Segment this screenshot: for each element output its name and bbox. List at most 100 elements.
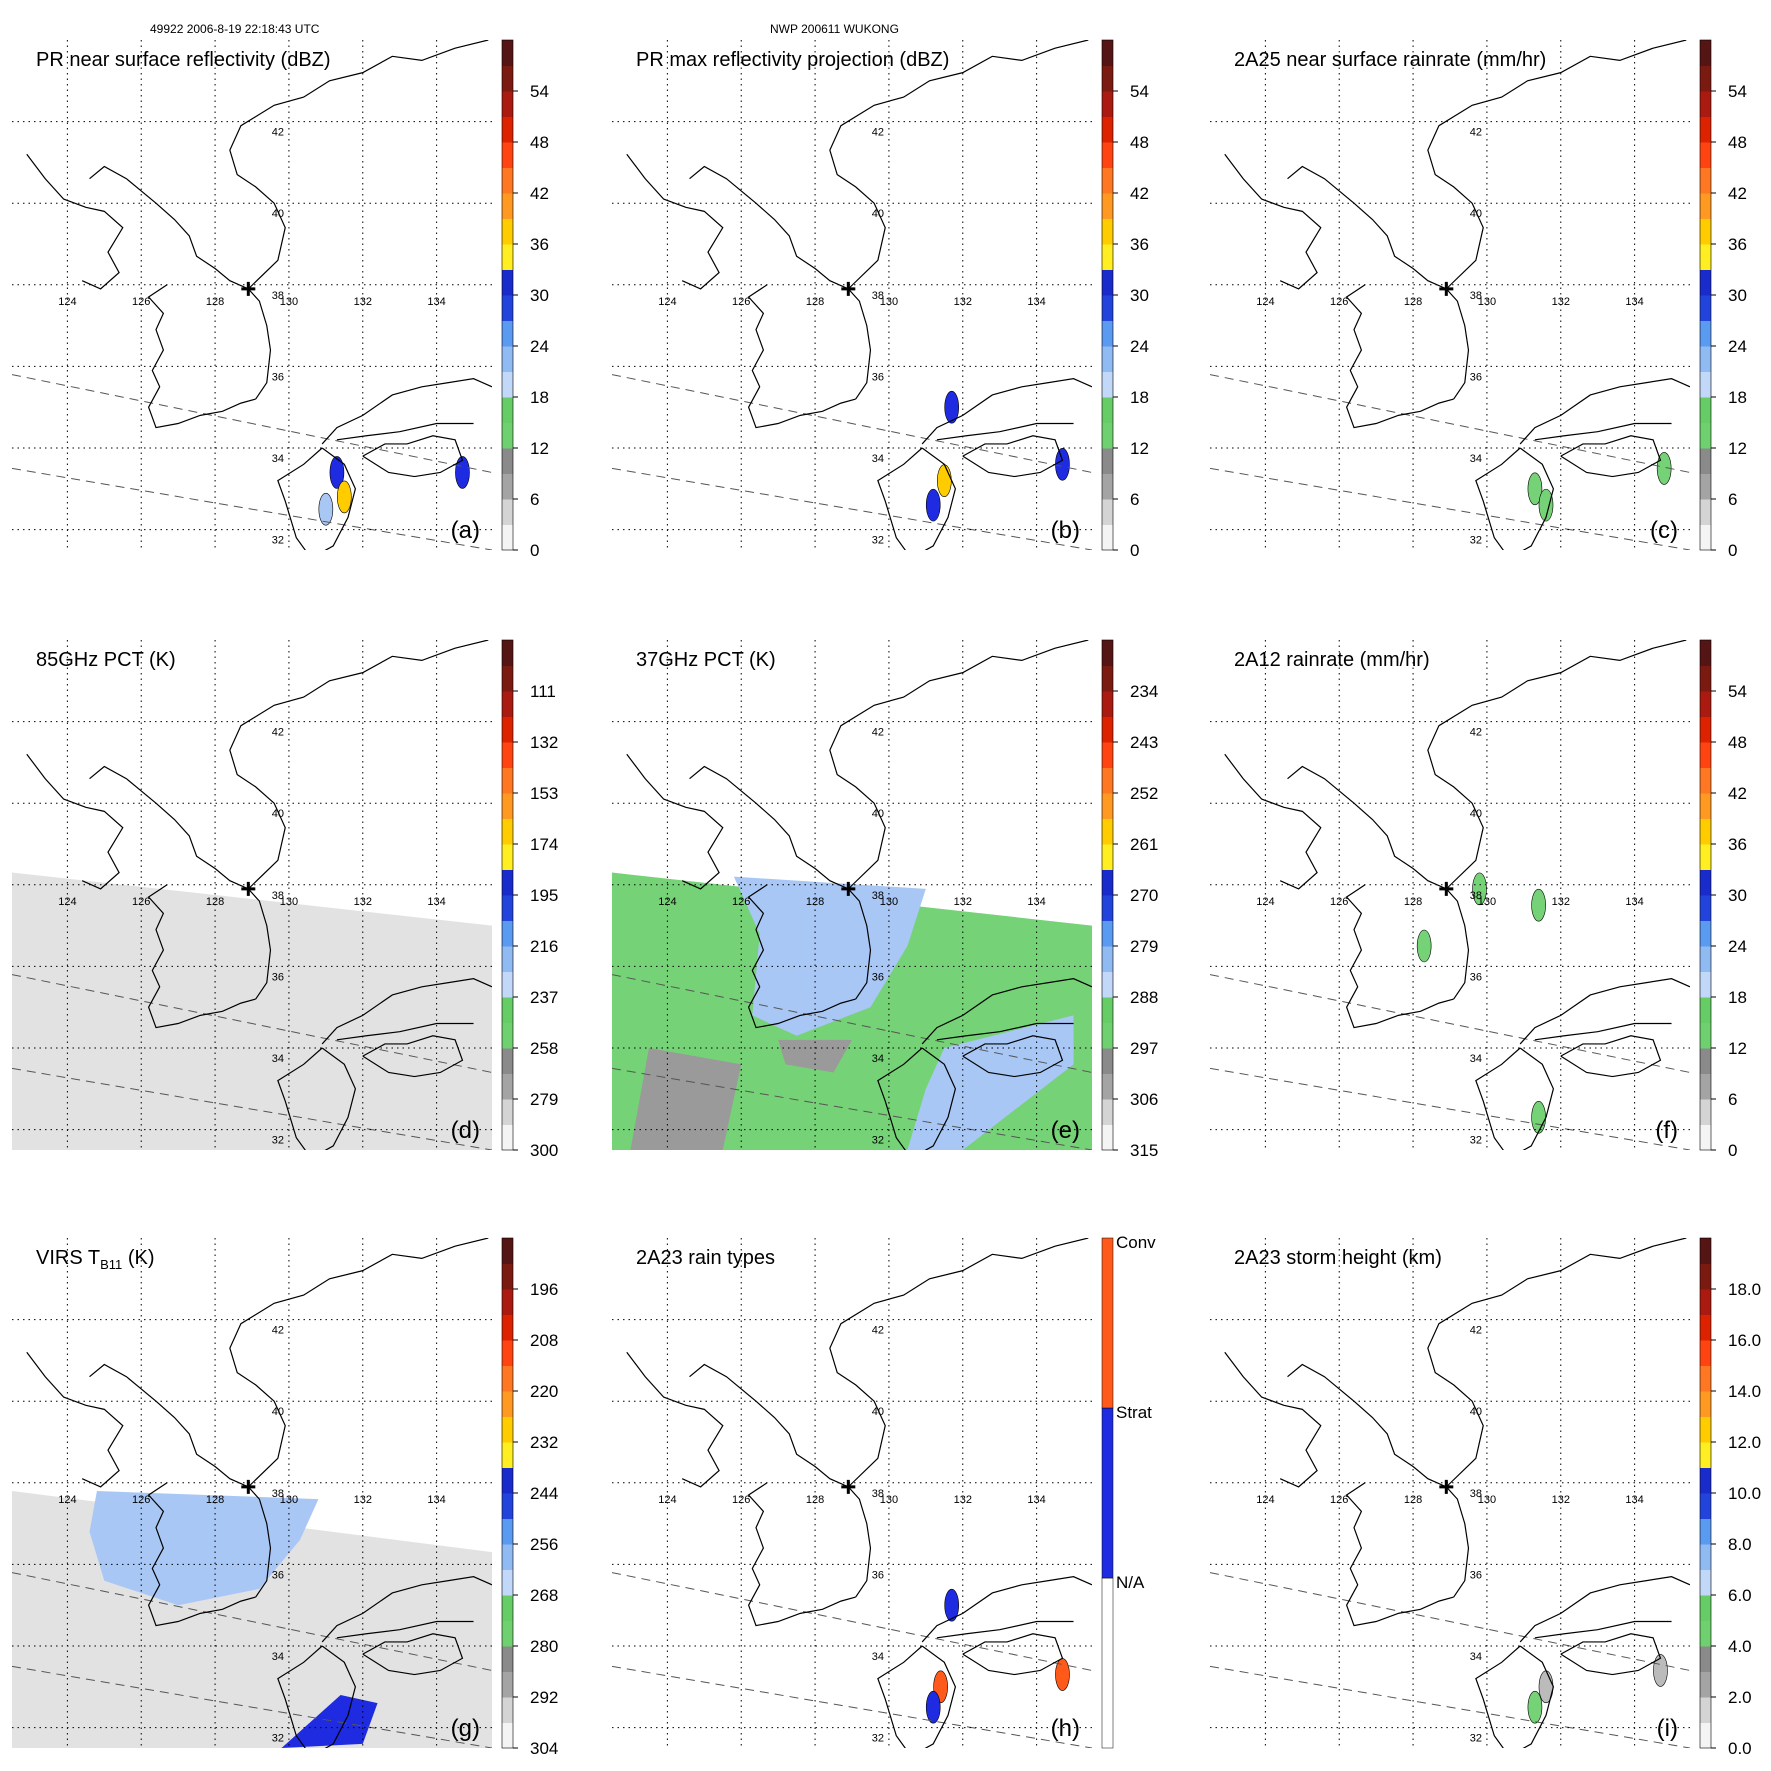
colorbar-segment (1102, 167, 1113, 194)
colorbar-segment (1700, 767, 1711, 794)
rain-echo (1531, 1101, 1546, 1134)
colorbar-segment (1102, 1124, 1113, 1151)
lon-tick-label: 130 (880, 296, 898, 308)
lat-tick-label: 36 (272, 971, 284, 983)
colorbar-segment (1102, 1048, 1113, 1074)
lat-tick-label: 40 (872, 808, 884, 820)
lat-tick-label: 36 (872, 371, 884, 383)
lat-tick-label: 32 (272, 535, 284, 547)
lat-tick-label: 32 (272, 1733, 284, 1745)
storm-center-marker (841, 881, 856, 896)
lat-tick-label: 32 (872, 535, 884, 547)
panel-letter: (c) (1650, 517, 1678, 544)
colorbar-tick-label: 315 (1130, 1141, 1158, 1160)
lat-tick-label: 38 (1470, 1488, 1482, 1500)
lat-tick-label: 34 (872, 453, 884, 465)
lon-tick-label: 124 (58, 1494, 76, 1506)
colorbar-segment (502, 742, 513, 768)
colorbar-tick-label: 24 (1130, 337, 1149, 356)
colorbar-segment (1102, 971, 1113, 998)
colorbar-segment (502, 1671, 513, 1698)
coastline (1475, 1645, 1555, 1748)
lon-tick-label: 132 (354, 296, 372, 308)
coastline (1560, 1035, 1662, 1078)
colorbar-segment (1102, 1099, 1113, 1125)
lat-tick-label: 40 (1470, 208, 1482, 220)
colorbar-segment (1102, 269, 1113, 296)
lat-tick-label: 36 (1470, 1569, 1482, 1581)
swath-edge (12, 1572, 492, 1671)
rain-echo (1538, 488, 1554, 522)
lon-tick-label: 128 (1404, 896, 1422, 908)
colorbar-segment (1102, 895, 1113, 921)
colorbar-segment (1102, 997, 1113, 1023)
lat-tick-label: 40 (872, 208, 884, 220)
colorbar-tick-label: 268 (530, 1586, 558, 1605)
lon-tick-label: 128 (206, 896, 224, 908)
colorbar-segment (502, 116, 513, 143)
colorbar-segment (1102, 65, 1113, 92)
colorbar-tick-label: 42 (1130, 184, 1149, 203)
panel-title: 37GHz PCT (K) (636, 649, 776, 671)
lon-tick-label: 130 (1478, 296, 1496, 308)
storm-center-marker (1439, 281, 1454, 296)
swath-edge (12, 1665, 492, 1748)
colorbar-tick-label: 16.0 (1728, 1331, 1761, 1350)
panel-field (12, 640, 492, 1150)
swath-edge (612, 467, 1092, 550)
colorbar-segment (502, 665, 513, 692)
coastline (26, 753, 124, 890)
colorbar-segment (1700, 1263, 1711, 1290)
colorbar-segment (502, 422, 513, 449)
swath-edge (612, 374, 1092, 473)
colorbar-segment (502, 167, 513, 194)
lat-tick-label: 34 (272, 453, 284, 465)
lon-tick-label: 130 (280, 896, 298, 908)
colorbar-segment (502, 1518, 513, 1545)
colorbar-segment (502, 691, 513, 717)
colorbar: N/A Strat Conv (1101, 1233, 1156, 1749)
coastline (936, 422, 1074, 441)
colorbar: 304 292 280 268 256 244 232 220 208 196 (501, 1237, 558, 1758)
colorbar-segment (1700, 1620, 1711, 1647)
coastline (626, 753, 724, 890)
lat-tick-label: 32 (872, 1135, 884, 1147)
rain-echo (925, 1690, 941, 1724)
colorbar-segment (1700, 1697, 1711, 1723)
cold-region (907, 1015, 1074, 1150)
coastline (921, 1576, 1092, 1643)
rain-echo (944, 1588, 959, 1622)
coastline (921, 378, 1092, 445)
colorbar-segment (1700, 716, 1711, 743)
colorbar-segment (1102, 524, 1113, 551)
colorbar-tick-label: 304 (530, 1739, 558, 1758)
colorbar-tick-label: 42 (530, 184, 549, 203)
lon-tick-label: 126 (132, 1494, 150, 1506)
colorbar-segment (502, 371, 513, 398)
lat-tick-label: 36 (1470, 371, 1482, 383)
colorbar-tick-label: 30 (1728, 886, 1747, 905)
colorbar-tick-label: 0 (530, 541, 539, 560)
coastline (747, 1482, 856, 1627)
swath-edge (1210, 974, 1690, 1073)
colorbar-tick-label: 30 (1130, 286, 1149, 305)
lon-tick-label: 126 (1330, 1494, 1348, 1506)
colorbar-tick-label: 36 (530, 235, 549, 254)
colorbar-segment (1700, 371, 1711, 398)
lon-tick-label: 126 (1330, 896, 1348, 908)
swath-edge (1210, 1572, 1690, 1671)
coastline (877, 447, 957, 550)
colorbar-segment (1700, 1518, 1711, 1545)
colorbar-tick-label: 12 (1728, 439, 1747, 458)
colorbar-segment (1700, 1416, 1711, 1443)
colorbar-segment (502, 1620, 513, 1647)
colorbar-segment (1102, 371, 1113, 398)
colorbar-segment (502, 971, 513, 998)
lat-tick-label: 38 (872, 890, 884, 902)
lat-tick-label: 38 (272, 290, 284, 302)
lon-tick-label: 128 (806, 1494, 824, 1506)
colorbar-segment (502, 1722, 513, 1749)
rain-echo (1055, 448, 1070, 481)
colorbar-segment (1102, 844, 1113, 870)
colorbar-segment (1700, 116, 1711, 143)
